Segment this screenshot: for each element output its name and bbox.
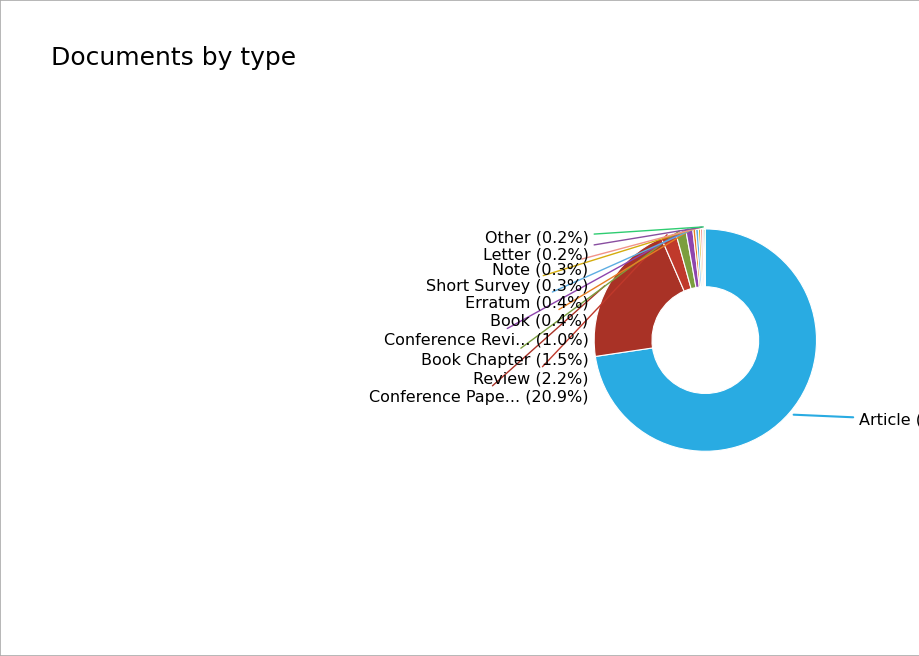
Wedge shape <box>698 229 702 287</box>
Wedge shape <box>661 233 690 291</box>
Wedge shape <box>594 238 684 356</box>
Wedge shape <box>692 230 700 287</box>
Wedge shape <box>703 229 705 287</box>
Wedge shape <box>686 230 698 287</box>
Text: Book (0.4%): Book (0.4%) <box>490 228 692 329</box>
Text: Conference Pape... (20.9%): Conference Pape... (20.9%) <box>369 286 604 405</box>
Wedge shape <box>595 229 815 451</box>
Text: Short Survey (0.3%): Short Survey (0.3%) <box>425 228 698 295</box>
Wedge shape <box>695 229 701 287</box>
Text: Conference Revi... (1.0%): Conference Revi... (1.0%) <box>383 229 687 348</box>
Text: Erratum (0.4%): Erratum (0.4%) <box>464 228 695 311</box>
Text: Note (0.3%): Note (0.3%) <box>492 228 699 277</box>
Wedge shape <box>699 229 703 287</box>
Text: Letter (0.2%): Letter (0.2%) <box>482 227 701 262</box>
Wedge shape <box>702 229 704 287</box>
Wedge shape <box>675 231 696 289</box>
Text: Review (2.2%): Review (2.2%) <box>472 235 666 386</box>
Text: Other (0.2%): Other (0.2%) <box>484 227 702 245</box>
Text: Documents by type: Documents by type <box>51 46 295 70</box>
Text: Book Chapter (1.5%): Book Chapter (1.5%) <box>420 231 678 367</box>
Text: Article (72.8%): Article (72.8%) <box>793 413 919 428</box>
